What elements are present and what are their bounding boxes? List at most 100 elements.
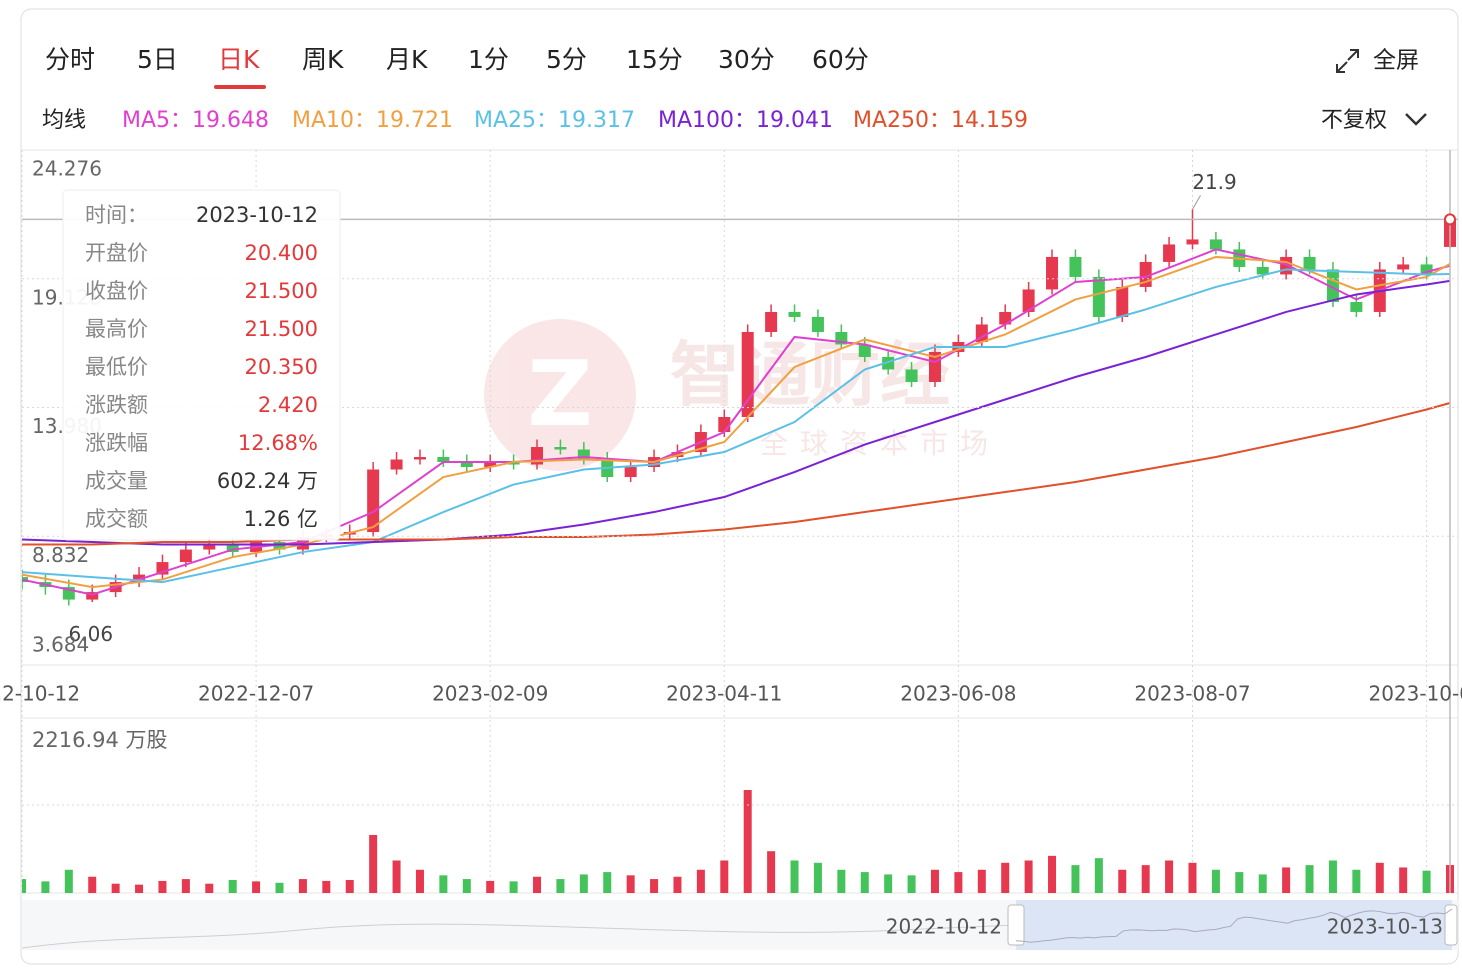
tab[interactable]: 5日 [137,45,178,74]
volume-bar [860,872,869,893]
fullscreen[interactable]: 全屏 [1373,48,1419,74]
candle-body [507,462,520,465]
candle-body [133,574,146,583]
ma-legend-part: MA5 [122,108,170,133]
candle-body [367,469,380,533]
navigator-handle[interactable] [1007,904,1025,946]
candle-body [179,549,192,563]
tab[interactable]: 分时 [45,45,95,74]
x-tick-label: 2023-08-07 [1134,682,1250,706]
volume-bar [579,874,588,893]
ma-line [22,248,1451,596]
ma-legend-part: 19.648 [192,108,269,133]
tab[interactable]: 日K [218,45,260,74]
ma-legend-part: MA100 [658,108,734,133]
volume-bar [720,860,729,893]
volume-bar [392,860,401,893]
volume-bar [1352,869,1361,893]
tooltip-label: 最高价 [85,317,148,341]
navigator-price-line [1015,908,1453,943]
volume-bar [1001,862,1010,893]
volume-bar [907,875,916,893]
candle-body [999,311,1012,325]
volume-bar [743,790,752,893]
ma-legend-part: MA250 [853,108,929,133]
ma-legend-part: MA10 [292,108,354,133]
candle-body [741,331,754,418]
volume-bar [1165,860,1174,893]
ma-legend-part: ： [170,108,192,133]
volume-bar [813,862,822,893]
candle-body [858,344,871,357]
y-tick-label: 3.684 [32,633,89,657]
tab[interactable]: 周K [302,45,344,74]
volume-bar [1024,860,1033,893]
navigator-handle[interactable] [1444,904,1458,946]
tooltip-label: 涨跌额 [85,393,148,417]
watermark-name: 智通财经 [670,334,950,416]
tooltip-label: 成交额 [85,507,148,531]
volume-bar [1071,865,1080,893]
volume-bar [1188,862,1197,893]
tooltip-label: 最低价 [85,355,148,379]
volume-bar [533,876,542,893]
x-tick-label: 2023-04-11 [666,682,782,706]
adjust-select[interactable]: 不复权 [1321,108,1387,133]
candle-body [1069,256,1082,277]
y-tick-label: 24.276 [32,157,102,181]
volume-bar [696,869,705,893]
ma-legend-part: ： [536,108,558,133]
tooltip-label: 时间： [85,203,148,227]
volume-bar [1118,869,1127,893]
candle-body [1420,264,1433,275]
volume-axis-label: 2216.94 万股 [32,728,168,752]
candle-body [1046,256,1059,290]
watermark: Z 智通财经 全球资本市场 [484,319,988,471]
volume-bar [1235,872,1244,893]
volume-bar [369,835,378,893]
volume-bar [1258,874,1267,893]
volume-bar [1375,862,1384,893]
ma-legend-part: ： [734,108,756,133]
candle-body [484,462,497,468]
navigator-selection[interactable] [1016,900,1452,950]
tooltip-label: 成交量 [85,469,148,493]
tooltip-label: 开盘价 [85,241,148,265]
fullscreen-icon[interactable] [1336,49,1359,73]
tab[interactable]: 5分 [546,45,587,74]
volume-bar [673,876,682,893]
candle-body [390,459,403,470]
volume-bar [767,851,776,893]
volume-bar [22,879,26,893]
tab-underline [214,85,266,89]
candle-body [1163,244,1176,262]
volume-bar [626,875,635,893]
plot [22,209,1456,893]
ma-legend: MA10：19.721 [292,108,453,133]
volume-bar [884,874,893,893]
dropdown-chevron[interactable] [1405,113,1427,126]
candle-body [273,542,286,550]
min-annotation: 6.06 [69,622,114,646]
tab[interactable]: 60分 [812,45,869,74]
tooltip-value: 2.420 [258,393,318,417]
tooltip-value: 20.350 [245,355,318,379]
tab[interactable]: 30分 [718,45,775,74]
tooltip-value: 21.500 [245,279,318,303]
candle-body [765,311,778,332]
tab[interactable]: 15分 [626,45,683,74]
volume-bar [1305,865,1314,893]
candle-body [413,457,426,460]
ma-legend-part: ： [354,108,376,133]
tab[interactable]: 1分 [468,45,509,74]
card [20,8,1459,965]
candle-body [203,544,216,550]
ma-line [22,268,1451,584]
volume-bar [837,869,846,893]
volume-bar [415,869,424,893]
volume-bar [275,882,284,893]
ma-legend: MA5：19.648 [122,108,269,133]
ma-line [22,255,1451,589]
tab[interactable]: 月K [386,45,428,74]
volume-bar [1141,865,1150,893]
